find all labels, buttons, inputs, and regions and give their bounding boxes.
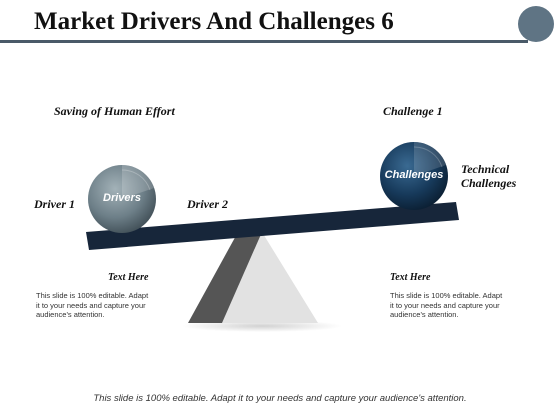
seesaw-plank	[86, 202, 459, 250]
right-text-line2: it to your needs and capture your	[390, 300, 500, 310]
title-underline	[0, 40, 528, 43]
left-text-heading: Text Here	[108, 272, 149, 283]
footer-note: This slide is 100% editable. Adapt it to…	[93, 393, 467, 404]
challenges-ball-label: Challenges	[384, 169, 444, 181]
saving-label: Saving of Human Effort	[54, 104, 175, 118]
technical-line2: Challenges	[461, 176, 517, 190]
driver1-label: Driver 1	[34, 197, 75, 211]
fulcrum-light-face	[222, 232, 318, 323]
challenges-ball	[380, 142, 448, 210]
right-text-line1: This slide is 100% editable. Adapt	[390, 291, 503, 300]
technical-line1: Technical	[461, 162, 510, 176]
driver2-label: Driver 2	[187, 197, 228, 211]
left-text-line2: it to your needs and capture your	[36, 300, 146, 310]
drivers-ball	[88, 165, 156, 233]
drivers-ball-label: Drivers	[103, 192, 141, 204]
right-text-heading: Text Here	[390, 272, 431, 283]
challenge1-label: Challenge 1	[383, 104, 443, 118]
right-text-body: This slide is 100% editable. Adapt it to…	[390, 291, 510, 320]
left-text-line3: audience's attention.	[36, 310, 105, 319]
slide-title: Market Drivers And Challenges 6	[34, 8, 394, 35]
technical-challenges-label: Technical Challenges	[461, 162, 516, 190]
left-text-line1: This slide is 100% editable. Adapt	[36, 291, 149, 300]
title-circle-decoration	[518, 6, 554, 42]
fulcrum-dark-face	[188, 232, 262, 323]
left-text-body: This slide is 100% editable. Adapt it to…	[36, 291, 156, 320]
right-text-line3: audience's attention.	[390, 310, 459, 319]
